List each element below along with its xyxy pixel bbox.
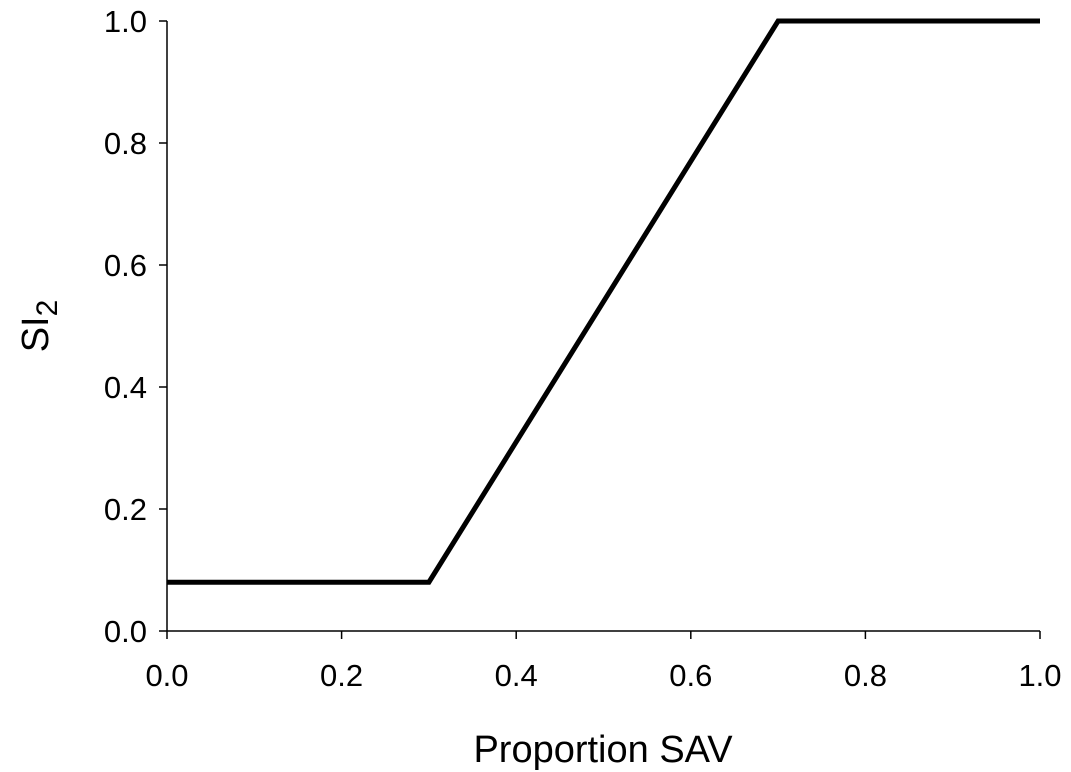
- x-tick-label: 0.8: [844, 658, 887, 693]
- y-axis-title: SI2: [15, 300, 64, 353]
- series-line: [167, 18, 1040, 585]
- y-axis-title-subscript: 2: [31, 300, 64, 317]
- y-tick-label: 0.0: [104, 614, 147, 649]
- y-axis-title-main: SI: [15, 316, 57, 352]
- y-tick-label: 0.2: [104, 492, 147, 527]
- y-tick-label: 0.6: [104, 248, 147, 283]
- y-tick-label: 0.8: [104, 126, 147, 161]
- x-tick-label: 0.0: [145, 658, 188, 693]
- x-tick-label: 0.4: [495, 658, 538, 693]
- y-tick-label: 1.0: [104, 4, 147, 39]
- x-axis-title: Proportion SAV: [473, 729, 733, 771]
- axes: [166, 21, 1040, 632]
- ticks: [159, 20, 1041, 639]
- y-tick-label: 0.4: [104, 370, 147, 405]
- x-tick-label: 0.6: [669, 658, 712, 693]
- series: [167, 18, 1040, 585]
- x-tick-label: 0.2: [320, 658, 363, 693]
- x-tick-label: 1.0: [1018, 658, 1061, 693]
- tick-labels: 0.0 0.2 0.4 0.6 0.8 1.0 0.0 0.2 0.4 0.6 0.8 1.0: [104, 4, 1062, 693]
